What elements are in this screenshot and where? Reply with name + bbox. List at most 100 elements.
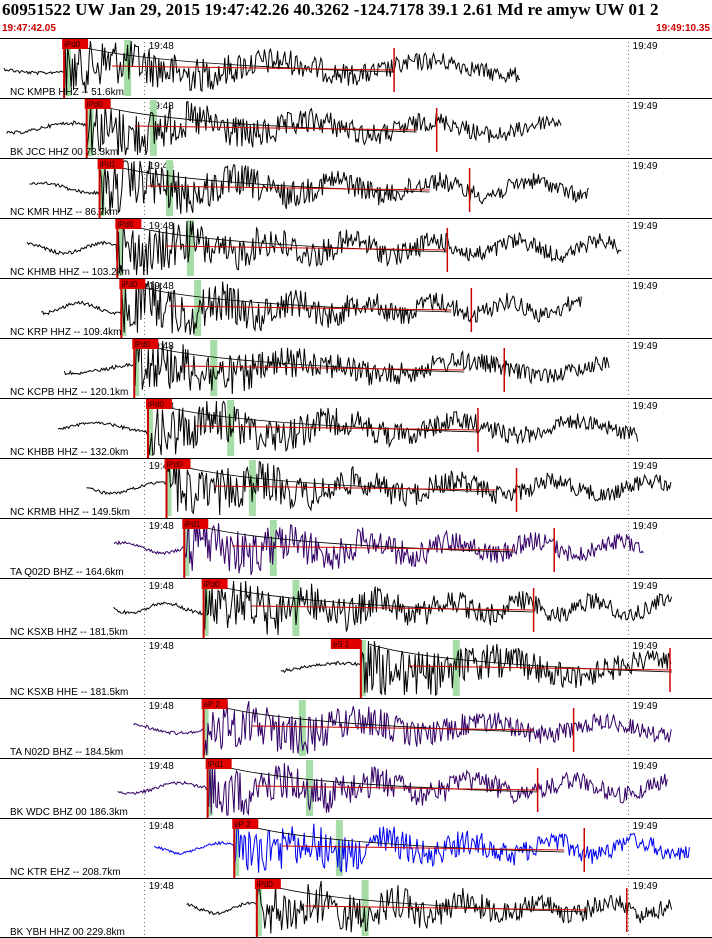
event-title: 60951522 UW Jan 29, 2015 19:47:42.26 40.… (2, 0, 659, 19)
minute-label: 19:49 (633, 461, 658, 472)
coda-fit (304, 905, 587, 911)
arrival-marker (65, 40, 72, 96)
minute-label: 19:49 (633, 221, 658, 232)
coda-curve (129, 283, 452, 313)
coda-curve (107, 163, 430, 193)
arrival-marker (186, 220, 194, 276)
pick-label: iPd1 (100, 160, 117, 169)
minute-label: 19:49 (633, 521, 658, 532)
minute-label: 19:48 (149, 701, 174, 712)
pick-box (115, 219, 142, 229)
arrival-marker (120, 280, 127, 336)
station-label: BK YBH HHZ 00 229.8km (10, 927, 125, 938)
trace-row: 19:48 19:49 eP 2 TA N02D BHZ -- 184.5km (0, 698, 712, 758)
coda-fit (195, 425, 478, 431)
pick-box (84, 99, 111, 109)
arrival-marker (202, 700, 209, 756)
coda-curve (215, 763, 538, 793)
coda-curve (94, 103, 417, 133)
minute-label: 19:48 (149, 581, 174, 592)
trace-row: 19:48 19:49 eS 1 NC KSXB HHE -- 181.5km (0, 638, 712, 698)
station-label: NC KHMB HHZ -- 103.2km (10, 267, 130, 278)
arrival-marker (165, 160, 173, 216)
waveform (3, 40, 521, 96)
coda-curve (211, 703, 534, 733)
coda-fit (214, 485, 497, 491)
coda-curve (71, 43, 395, 73)
pick-label: eP 2 (204, 700, 221, 709)
coda-fit (408, 665, 673, 671)
trace-row: 19:48 19:49 eP 2 NC KTR EHZ -- 208.7km (0, 818, 712, 878)
pick-label: iPd0 (148, 400, 165, 409)
pick-label: eS 1 (333, 640, 350, 649)
pick-label: iPd0 (204, 580, 221, 589)
minute-label: 19:48 (149, 821, 174, 832)
minute-label: 19:48 (149, 641, 174, 652)
minute-label: 19:48 (149, 461, 174, 472)
coda-curve (242, 823, 565, 853)
waveform (6, 100, 562, 156)
pick-box (201, 579, 228, 589)
coda-curve (125, 223, 448, 253)
arrival-marker (255, 880, 262, 936)
pick-box (132, 339, 159, 349)
minute-label: 19:49 (633, 821, 658, 832)
arrival-marker (87, 100, 94, 156)
pick-label: iPd0 (167, 460, 184, 469)
waveform (57, 400, 639, 457)
station-label: NC KMPB HHZ -- 51.6km (10, 87, 124, 98)
pick-box (254, 879, 281, 889)
start-time-label: 19:47:42.05 (2, 23, 56, 34)
minute-label: 19:48 (149, 281, 174, 292)
coda-fit (182, 365, 465, 371)
coda-curve (174, 463, 497, 493)
trace-row: 19:48 19:49 iPd0 NC KSXB HHZ -- 181.5km (0, 578, 712, 638)
minute-label: 19:49 (633, 581, 658, 592)
arrival-marker (298, 700, 306, 756)
arrival-marker (124, 40, 132, 96)
minute-label: 19:48 (149, 341, 174, 352)
coda-fit (147, 185, 430, 191)
station-label: NC KTR EHZ -- 208.7km (10, 867, 121, 878)
pick-box (119, 279, 146, 289)
station-label: TA Q02D BHZ -- 164.6km (10, 567, 124, 578)
coda-curve (192, 523, 515, 553)
waveform (63, 340, 610, 395)
pick-box (97, 159, 124, 169)
trace-row: 19:48 19:49 iPd0 BK YBH HHZ 00 229.8km (0, 878, 712, 938)
station-label: BK WDC BHZ 00 186.3km (10, 807, 128, 818)
arrival-marker (306, 760, 314, 816)
pick-box (201, 699, 228, 709)
coda-fit (134, 125, 417, 131)
pick-box (164, 459, 191, 469)
pick-box (182, 519, 209, 529)
arrival-marker (292, 580, 300, 636)
arrival-marker (146, 400, 153, 456)
trace-row: 19:48 19:49 iPd1 NC KMR HHZ -- 86.7km (0, 158, 712, 218)
minute-label: 19:48 (149, 761, 174, 772)
minute-label: 19:49 (633, 101, 658, 112)
minute-label: 19:48 (149, 221, 174, 232)
arrival-marker (359, 640, 366, 696)
coda-curve (155, 403, 478, 433)
coda-curve (142, 343, 465, 373)
arrival-marker (165, 460, 172, 516)
end-time-label: 19:49:10.35 (656, 23, 710, 34)
trace-row: 19:48 19:49 iPd0 NC KHMB HHZ -- 103.2km (0, 218, 712, 278)
station-label: TA N02D BHZ -- 184.5km (10, 747, 123, 758)
trace-row: 19:48 19:49 iPd1 BK WDC BHZ 00 186.3km (0, 758, 712, 818)
pick-label: iPd0 (121, 280, 138, 289)
trace-row: 19:48 19:49 iPd0 NC KCPB HHZ -- 120.1km (0, 338, 712, 398)
trace-row: 19:48 19:49 iPd0 BK JCC HHZ 00 73.3km (0, 98, 712, 158)
station-label: NC KRP HHZ -- 109.4km (10, 327, 122, 338)
station-label: BK JCC HHZ 00 73.3km (10, 147, 118, 158)
coda-fit (282, 845, 565, 851)
station-label: NC KHBB HHZ -- 132.0km (10, 447, 128, 458)
coda-curve (211, 583, 534, 613)
trace-row: 19:48 19:49 iPd0 NC KRP HHZ -- 109.4km (0, 278, 712, 338)
minute-label: 19:49 (633, 881, 658, 892)
coda-curve (368, 643, 673, 673)
pick-box (205, 759, 232, 769)
